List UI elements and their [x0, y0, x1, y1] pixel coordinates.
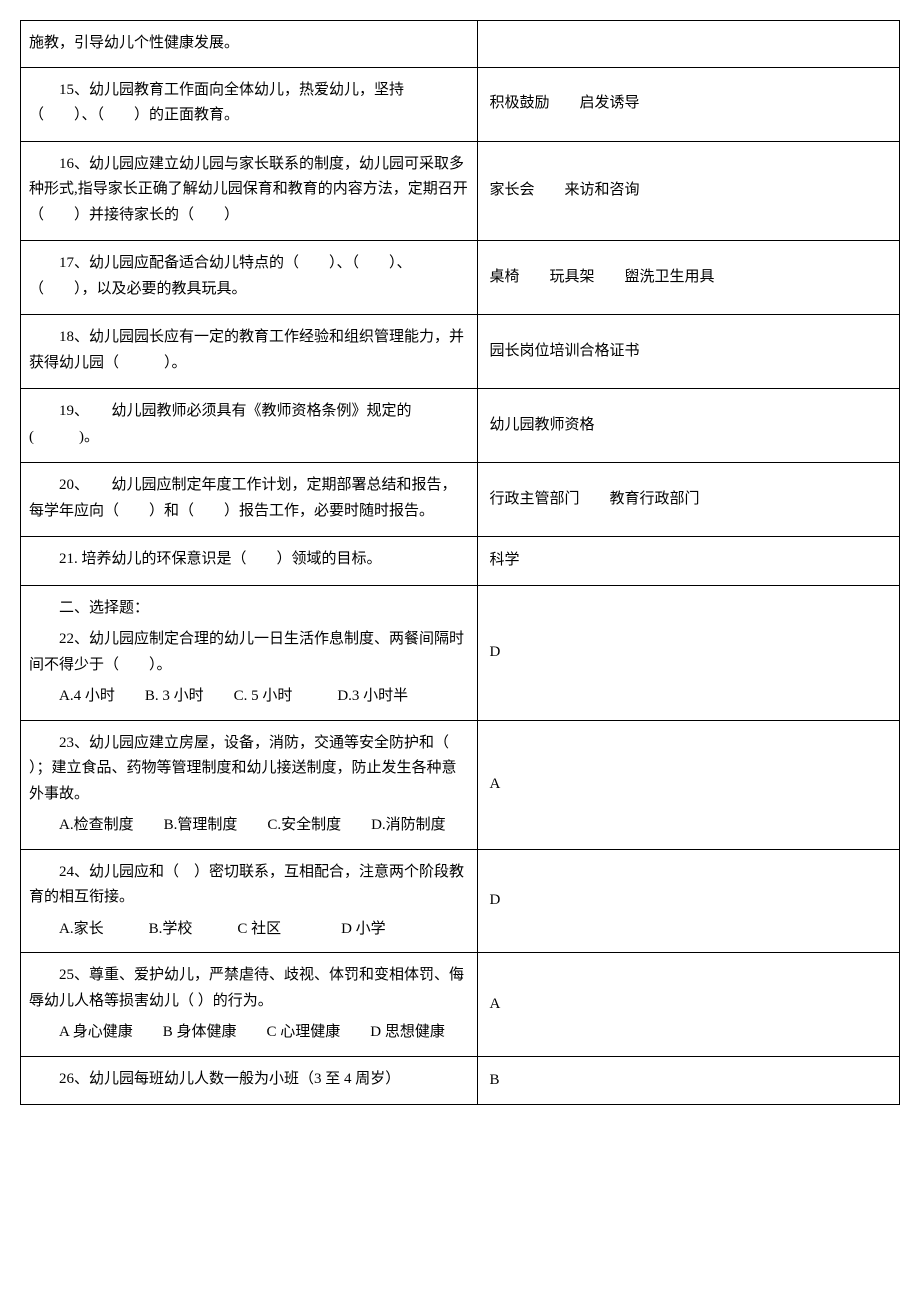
answer-cell: B	[478, 1057, 899, 1105]
answer-cell: 科学	[478, 537, 899, 585]
table-row: 25、尊重、爱护幼儿，严禁虐待、歧视、体罚和变相体罚、侮辱幼儿人格等损害幼儿（ …	[21, 953, 899, 1057]
answer-text: D	[490, 640, 501, 666]
question-text: 21. 培养幼儿的环保意识是（ ）领域的目标。	[29, 547, 469, 573]
answer-cell: 园长岗位培训合格证书	[478, 315, 899, 388]
question-text: 26、幼儿园每班幼儿人数一般为小班（3 至 4 周岁）	[29, 1067, 469, 1093]
answer-cell: 桌椅 玩具架 盥洗卫生用具	[478, 241, 899, 314]
question-cell: 17、幼儿园应配备适合幼儿特点的（ ）、（ ）、（ ），以及必要的教具玩具。	[21, 241, 478, 314]
answer-text: 园长岗位培训合格证书	[490, 339, 640, 365]
question-cell: 25、尊重、爱护幼儿，严禁虐待、歧视、体罚和变相体罚、侮辱幼儿人格等损害幼儿（ …	[21, 953, 478, 1056]
question-text: 19、 幼儿园教师必须具有《教师资格条例》规定的( )。	[29, 399, 469, 450]
answer-cell: 幼儿园教师资格	[478, 389, 899, 462]
question-cell: 施教，引导幼儿个性健康发展。	[21, 21, 478, 67]
question-text: 23、幼儿园应建立房屋，设备，消防，交通等安全防护和（ ）；建立食品、药物等管理…	[29, 731, 469, 808]
question-text: 施教，引导幼儿个性健康发展。	[29, 31, 469, 57]
section-header: 二、选择题：	[29, 596, 469, 622]
answer-text: 家长会 来访和咨询	[490, 178, 640, 204]
table-row: 24、幼儿园应和（ ）密切联系，互相配合，注意两个阶段教育的相互衔接。 A.家长…	[21, 850, 899, 954]
answer-text: A	[490, 772, 501, 798]
question-cell: 二、选择题： 22、幼儿园应制定合理的幼儿一日生活作息制度、两餐间隔时间不得少于…	[21, 586, 478, 720]
answer-text: 科学	[490, 548, 520, 574]
table-row: 施教，引导幼儿个性健康发展。	[21, 21, 899, 68]
exam-table: 施教，引导幼儿个性健康发展。 15、幼儿园教育工作面向全体幼儿，热爱幼儿，坚持（…	[20, 20, 900, 1105]
answer-cell: 积极鼓励 启发诱导	[478, 68, 899, 141]
answer-cell: 家长会 来访和咨询	[478, 142, 899, 241]
table-row: 23、幼儿园应建立房屋，设备，消防，交通等安全防护和（ ）；建立食品、药物等管理…	[21, 721, 899, 850]
table-row: 二、选择题： 22、幼儿园应制定合理的幼儿一日生活作息制度、两餐间隔时间不得少于…	[21, 586, 899, 721]
table-row: 21. 培养幼儿的环保意识是（ ）领域的目标。 科学	[21, 537, 899, 586]
table-row: 17、幼儿园应配备适合幼儿特点的（ ）、（ ）、（ ），以及必要的教具玩具。 桌…	[21, 241, 899, 315]
answer-text: 幼儿园教师资格	[490, 413, 595, 439]
table-row: 20、 幼儿园应制定年度工作计划，定期部署总结和报告，每学年应向（ ）和（ ）报…	[21, 463, 899, 537]
answer-text: 积极鼓励 启发诱导	[490, 91, 640, 117]
question-text: 20、 幼儿园应制定年度工作计划，定期部署总结和报告，每学年应向（ ）和（ ）报…	[29, 473, 469, 524]
table-row: 18、幼儿园园长应有一定的教育工作经验和组织管理能力，并获得幼儿园（ ）。 园长…	[21, 315, 899, 389]
question-cell: 16、幼儿园应建立幼儿园与家长联系的制度，幼儿园可采取多种形式,指导家长正确了解…	[21, 142, 478, 241]
answer-cell: A	[478, 721, 899, 849]
question-cell: 26、幼儿园每班幼儿人数一般为小班（3 至 4 周岁）	[21, 1057, 478, 1105]
question-text: 18、幼儿园园长应有一定的教育工作经验和组织管理能力，并获得幼儿园（ ）。	[29, 325, 469, 376]
options-text: A.4 小时 B. 3 小时 C. 5 小时 D.3 小时半	[29, 684, 469, 710]
question-cell: 19、 幼儿园教师必须具有《教师资格条例》规定的( )。	[21, 389, 478, 462]
question-cell: 15、幼儿园教育工作面向全体幼儿，热爱幼儿，坚持（ ）、（ ）的正面教育。	[21, 68, 478, 141]
answer-text: D	[490, 888, 501, 914]
question-text: 24、幼儿园应和（ ）密切联系，互相配合，注意两个阶段教育的相互衔接。	[29, 860, 469, 911]
answer-cell: D	[478, 586, 899, 720]
question-text: 15、幼儿园教育工作面向全体幼儿，热爱幼儿，坚持（ ）、（ ）的正面教育。	[29, 78, 469, 129]
question-cell: 21. 培养幼儿的环保意识是（ ）领域的目标。	[21, 537, 478, 585]
options-text: A.检查制度 B.管理制度 C.安全制度 D.消防制度	[29, 813, 469, 839]
answer-cell: A	[478, 953, 899, 1056]
question-text: 22、幼儿园应制定合理的幼儿一日生活作息制度、两餐间隔时间不得少于（ ）。	[29, 627, 469, 678]
question-text: 16、幼儿园应建立幼儿园与家长联系的制度，幼儿园可采取多种形式,指导家长正确了解…	[29, 152, 469, 229]
question-cell: 24、幼儿园应和（ ）密切联系，互相配合，注意两个阶段教育的相互衔接。 A.家长…	[21, 850, 478, 953]
options-text: A.家长 B.学校 C 社区 D 小学	[29, 917, 469, 943]
answer-text: B	[490, 1068, 500, 1094]
table-row: 26、幼儿园每班幼儿人数一般为小班（3 至 4 周岁） B	[21, 1057, 899, 1105]
question-cell: 18、幼儿园园长应有一定的教育工作经验和组织管理能力，并获得幼儿园（ ）。	[21, 315, 478, 388]
answer-text: A	[490, 992, 501, 1018]
question-text: 25、尊重、爱护幼儿，严禁虐待、歧视、体罚和变相体罚、侮辱幼儿人格等损害幼儿（ …	[29, 963, 469, 1014]
answer-cell	[478, 21, 899, 67]
answer-cell: 行政主管部门 教育行政部门	[478, 463, 899, 536]
answer-cell: D	[478, 850, 899, 953]
answer-text: 行政主管部门 教育行政部门	[490, 487, 700, 513]
answer-text: 桌椅 玩具架 盥洗卫生用具	[490, 265, 715, 291]
table-row: 16、幼儿园应建立幼儿园与家长联系的制度，幼儿园可采取多种形式,指导家长正确了解…	[21, 142, 899, 242]
table-row: 15、幼儿园教育工作面向全体幼儿，热爱幼儿，坚持（ ）、（ ）的正面教育。 积极…	[21, 68, 899, 142]
options-text: A 身心健康 B 身体健康 C 心理健康 D 思想健康	[29, 1020, 469, 1046]
table-row: 19、 幼儿园教师必须具有《教师资格条例》规定的( )。 幼儿园教师资格	[21, 389, 899, 463]
question-text: 17、幼儿园应配备适合幼儿特点的（ ）、（ ）、（ ），以及必要的教具玩具。	[29, 251, 469, 302]
question-cell: 20、 幼儿园应制定年度工作计划，定期部署总结和报告，每学年应向（ ）和（ ）报…	[21, 463, 478, 536]
question-cell: 23、幼儿园应建立房屋，设备，消防，交通等安全防护和（ ）；建立食品、药物等管理…	[21, 721, 478, 849]
